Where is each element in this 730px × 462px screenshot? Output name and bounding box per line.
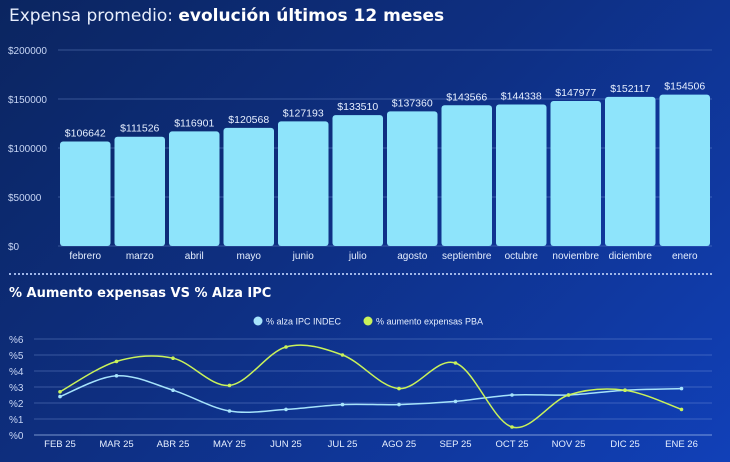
bar-category-label: septiembre — [442, 251, 492, 262]
bar-category-label: enero — [672, 251, 698, 262]
bar — [60, 141, 111, 246]
bar — [223, 127, 274, 246]
bar-value-label: $127193 — [283, 107, 324, 119]
line-point — [227, 383, 232, 388]
line-point — [114, 374, 119, 378]
line-point — [510, 393, 514, 397]
line-point — [227, 409, 232, 413]
line-point — [171, 356, 175, 361]
line-series-1 — [59, 375, 682, 414]
legend-marker — [253, 316, 263, 326]
bar-category-label: agosto — [397, 251, 427, 262]
bar-ytick-label: $100000 — [8, 144, 47, 155]
bar-value-label: $143566 — [446, 91, 487, 103]
bar-value-label: $147977 — [555, 87, 596, 99]
line-point — [453, 361, 458, 365]
dotted-divider — [9, 273, 712, 275]
bar-category-label: marzo — [126, 251, 154, 262]
title-bold: evolución últimos 12 meses — [178, 6, 445, 26]
bar — [332, 115, 383, 246]
bar — [659, 94, 710, 246]
bar-ytick-label: $200000 — [8, 46, 47, 57]
line-point — [171, 388, 175, 393]
line-xtick-label: JUN 25 — [270, 439, 302, 450]
bar-value-label: $152117 — [610, 83, 650, 95]
bar-category-label: junio — [292, 251, 315, 262]
bar — [550, 100, 601, 246]
bar-ytick-label: $50000 — [8, 193, 42, 204]
line-ytick-label: %2 — [9, 399, 24, 410]
legend-label: % aumento expensas PBA — [376, 317, 483, 327]
bar-category-label: mayo — [237, 251, 262, 262]
line-point — [114, 359, 119, 364]
line-xtick-label: DIC 25 — [610, 439, 640, 450]
bar-value-label: $144338 — [501, 91, 542, 103]
line-point — [58, 394, 62, 399]
legend-label: % alza IPC INDEC — [266, 317, 342, 327]
line-xtick-label: AGO 25 — [382, 439, 416, 450]
bar — [496, 104, 547, 246]
bar-category-label: julio — [348, 251, 367, 262]
line-ytick-label: %1 — [9, 415, 24, 426]
line-ytick-label: %4 — [9, 367, 24, 378]
line-point — [340, 353, 345, 357]
line-point — [340, 402, 345, 407]
line-chart-title: % Aumento expensas VS % Alza IPC — [9, 286, 272, 301]
bar — [441, 105, 492, 246]
line-xtick-label: ABR 25 — [157, 439, 190, 450]
bar — [387, 111, 438, 246]
line-xtick-label: JUL 25 — [328, 439, 358, 450]
line-point — [284, 407, 288, 412]
bar-value-label: $120568 — [228, 114, 269, 126]
line-xtick-label: SEP 25 — [439, 439, 471, 450]
line-point — [453, 399, 458, 404]
bar-value-label: $154506 — [664, 81, 705, 93]
line-point — [679, 386, 684, 391]
line-xtick-label: MAR 25 — [99, 439, 133, 450]
bar-category-label: noviembre — [552, 251, 599, 262]
line-point — [623, 388, 627, 393]
bar-value-label: $116901 — [174, 117, 214, 129]
line-xtick-label: OCT 25 — [495, 439, 528, 450]
line-xtick-label: NOV 25 — [552, 439, 586, 450]
bar — [605, 96, 656, 246]
bar-value-label: $137360 — [392, 97, 433, 109]
bar-ytick-label: $150000 — [8, 95, 47, 106]
line-ytick-label: %5 — [9, 351, 24, 362]
line-ytick-label: %3 — [9, 383, 24, 394]
line-point — [566, 393, 571, 397]
bar-value-label: $133510 — [337, 101, 378, 113]
line-point — [397, 402, 401, 407]
bar-value-label: $111526 — [120, 123, 159, 135]
line-point — [510, 425, 514, 429]
bar-category-label: octubre — [505, 251, 539, 262]
line-ytick-label: %6 — [9, 335, 24, 346]
page-title: Expensa promedio: evolución últimos 12 m… — [9, 6, 444, 26]
bar-category-label: febrero — [69, 251, 101, 262]
line-point — [284, 345, 288, 349]
line-point — [397, 386, 401, 391]
bar-category-label: diciembre — [609, 251, 653, 262]
bar-value-label: $106642 — [65, 127, 106, 139]
bar-category-label: abril — [185, 251, 204, 262]
line-point — [58, 390, 62, 394]
line-point — [679, 407, 684, 412]
bar — [169, 131, 220, 246]
line-xtick-label: MAY 25 — [213, 439, 246, 450]
bar-ytick-label: $0 — [8, 242, 20, 253]
line-xtick-label: ENE 26 — [665, 439, 698, 450]
line-xtick-label: FEB 25 — [44, 439, 76, 450]
legend-marker — [363, 316, 373, 326]
title-prefix: Expensa promedio: — [9, 6, 179, 26]
bar — [278, 121, 329, 246]
bar — [114, 136, 165, 246]
line-series-2 — [59, 344, 682, 429]
line-ytick-label: %0 — [9, 431, 24, 442]
